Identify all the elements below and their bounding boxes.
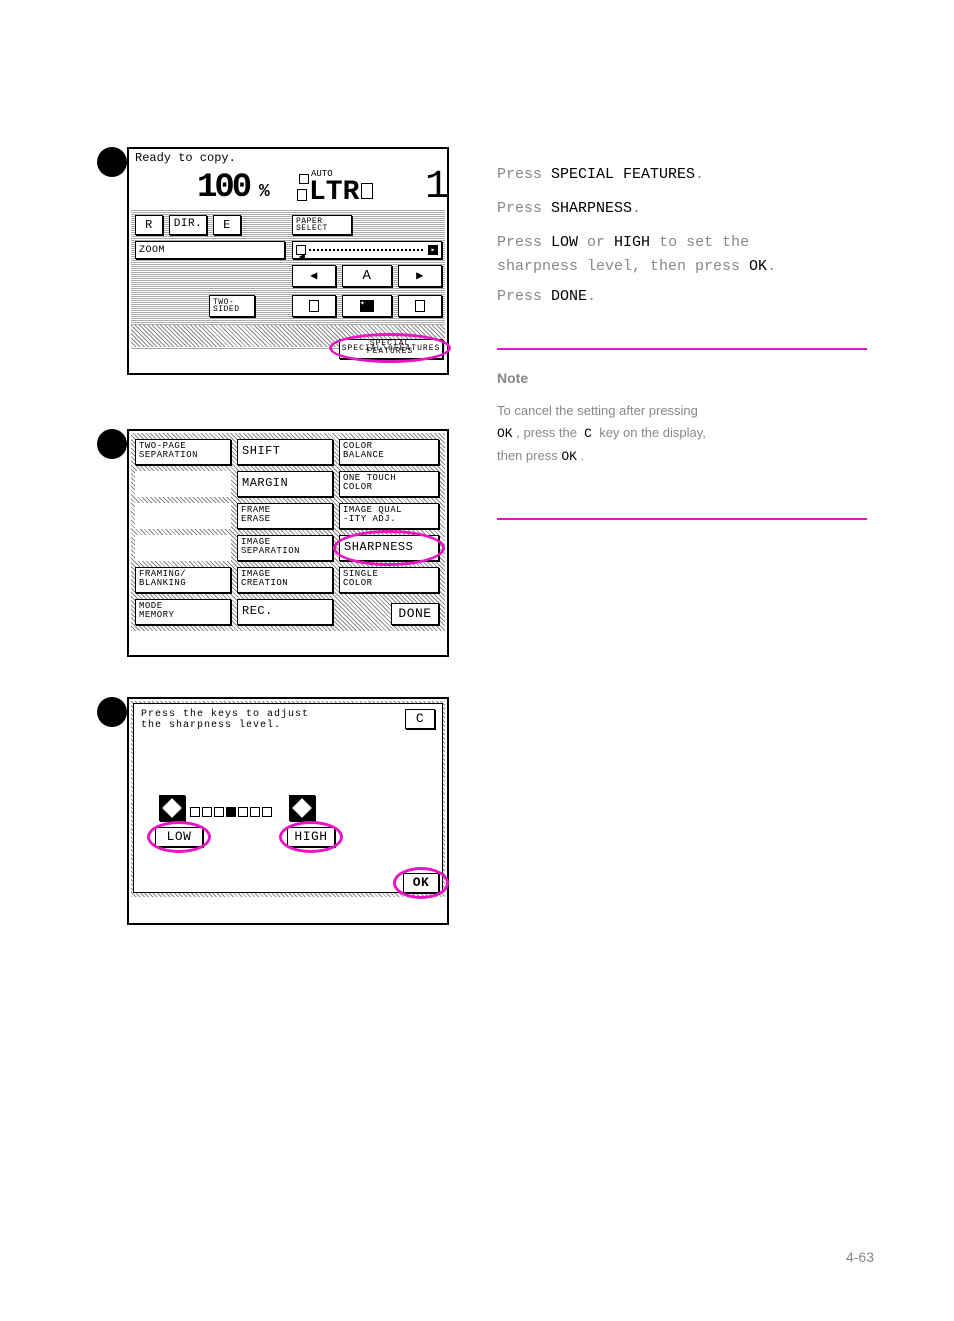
note-title: Note xyxy=(497,370,528,386)
paper-size: LTR xyxy=(309,177,359,208)
status-text: Ready to copy. xyxy=(135,151,236,165)
divider-2 xyxy=(497,518,867,520)
step-bullet-1 xyxy=(97,147,127,177)
one-touch-color-button[interactable]: ONE TOUCHCOLOR xyxy=(339,471,439,497)
step3-line1: Press LOW or HIGH to set the xyxy=(497,234,749,251)
step2-text: Press SHARPNESS. xyxy=(497,200,641,217)
density-bar: ◂ ▸ xyxy=(292,241,442,259)
margin-button[interactable]: MARGIN xyxy=(237,471,333,497)
step1-text: Press SPECIAL FEATURES. xyxy=(497,166,704,183)
sharpness-level-bar xyxy=(189,807,273,817)
zoom-button[interactable]: ZOOM xyxy=(135,241,285,259)
high-icon xyxy=(289,795,315,821)
image-creation-button[interactable]: IMAGECREATION xyxy=(237,567,333,593)
shift-button[interactable]: SHIFT xyxy=(237,439,333,465)
frame-erase-button[interactable]: FRAMEERASE xyxy=(237,503,333,529)
page-number: 4-63 xyxy=(846,1249,874,1265)
panel-3: Press the keys to adjustthe sharpness le… xyxy=(127,697,449,925)
density-right-icon: ▸ xyxy=(428,245,438,255)
mode-icon-1[interactable] xyxy=(292,295,336,317)
single-color-button[interactable]: SINGLECOLOR xyxy=(339,567,439,593)
note-body: To cancel the setting after pressing OK … xyxy=(497,400,867,468)
density-left-icon: ◂ xyxy=(296,245,306,255)
empty-slot-r2c0 xyxy=(135,503,231,529)
paper-select-button[interactable]: PAPERSELECT xyxy=(292,215,352,235)
density-down-button[interactable]: ◀ xyxy=(292,265,336,287)
empty-slot-r3c0 xyxy=(135,535,231,561)
low-icon xyxy=(159,795,185,821)
c-button[interactable]: C xyxy=(405,709,435,729)
divider-1 xyxy=(497,348,867,350)
rec-button[interactable]: REC. xyxy=(237,599,333,625)
step-bullet-3 xyxy=(97,697,127,727)
step4-text: Press DONE. xyxy=(497,288,596,305)
step3-line2: sharpness level, then press OK. xyxy=(497,258,776,275)
e-button[interactable]: E xyxy=(213,215,241,235)
panel-2: TWO-PAGESEPARATION SHIFT COLORBALANCE MA… xyxy=(127,429,449,657)
mode-icon-2[interactable]: ✦ xyxy=(342,295,392,317)
panel-1: Ready to copy. 100 % AUTO LTR 1 R DIR. E… xyxy=(127,147,449,375)
density-up-button[interactable]: ▶ xyxy=(398,265,442,287)
instruction-text: Press the keys to adjustthe sharpness le… xyxy=(141,709,309,731)
two-sided-button[interactable]: TWO-SIDED xyxy=(209,295,255,317)
density-auto-button[interactable]: A xyxy=(342,265,392,287)
image-separation-button[interactable]: IMAGESEPARATION xyxy=(237,535,333,561)
mode-memory-button[interactable]: MODEMEMORY xyxy=(135,599,231,625)
framing-blanking-button[interactable]: FRAMING/BLANKING xyxy=(135,567,231,593)
two-page-separation-button[interactable]: TWO-PAGESEPARATION xyxy=(135,439,231,465)
low-button[interactable]: LOW xyxy=(155,827,203,847)
special-features-button[interactable]: SPECIAL\nFEATURES xyxy=(339,339,443,359)
zoom-value: 100 xyxy=(197,169,249,207)
ok-button[interactable]: OK xyxy=(403,873,439,893)
copy-count: 1 xyxy=(425,165,449,210)
dir-button[interactable]: DIR. xyxy=(169,215,207,235)
color-balance-button[interactable]: COLORBALANCE xyxy=(339,439,439,465)
high-button[interactable]: HIGH xyxy=(287,827,335,847)
empty-slot-r1c0 xyxy=(135,471,231,497)
done-button[interactable]: DONE xyxy=(391,603,439,625)
mode-icon-3[interactable] xyxy=(398,295,442,317)
r-button[interactable]: R xyxy=(135,215,163,235)
step-bullet-2 xyxy=(97,429,127,459)
sharpness-button[interactable]: SHARPNESS xyxy=(339,535,439,561)
image-quality-button[interactable]: IMAGE QUAL-ITY ADJ. xyxy=(339,503,439,529)
percent-symbol: % xyxy=(259,182,270,202)
